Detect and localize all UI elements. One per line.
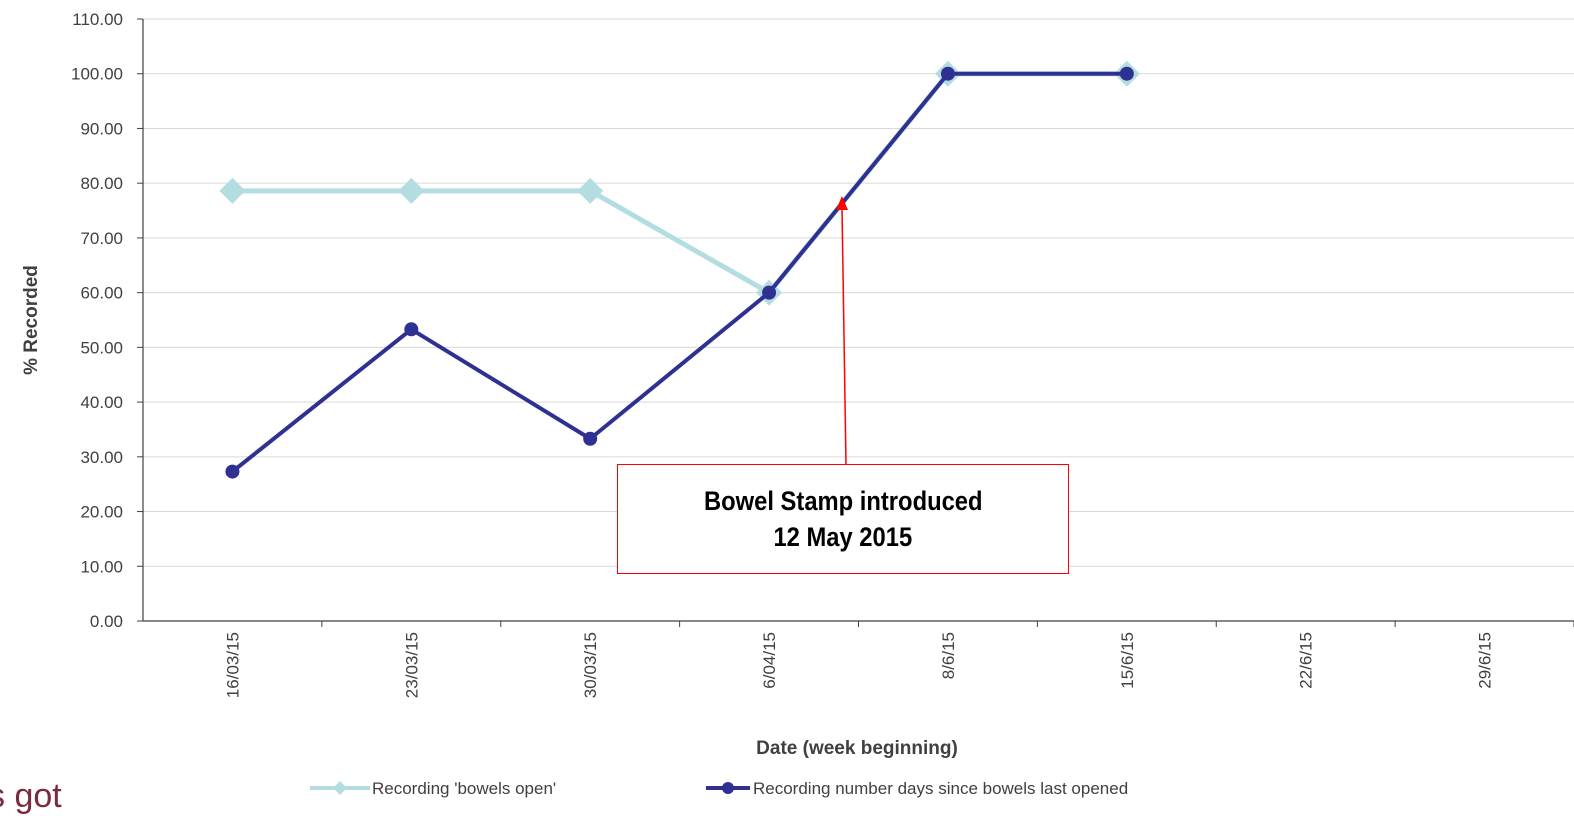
series-line-2 <box>231 71 1127 474</box>
x-tick-label: 23/03/15 <box>402 632 421 698</box>
annotation-arrow-line <box>841 207 847 465</box>
data-point-diamond <box>577 177 604 204</box>
y-tick-label: 40.00 <box>80 393 123 412</box>
y-tick-label: 90.00 <box>80 119 123 138</box>
y-tick-label: 50.00 <box>80 338 123 357</box>
annotation-box: Bowel Stamp introduced 12 May 2015 <box>617 464 1069 574</box>
annotation-line-2: 12 May 2015 <box>773 522 913 552</box>
legend: Recording 'bowels open' Recording number … <box>310 779 1128 798</box>
data-point-circle <box>404 322 419 337</box>
y-tick-label: 100.00 <box>71 65 123 84</box>
x-tick-label: 22/6/15 <box>1297 632 1316 689</box>
data-point-circle <box>583 431 598 446</box>
y-tick-label: 70.00 <box>80 229 123 248</box>
y-tick-labels: 0.00 10.00 20.00 30.00 40.00 50.00 60.00 70.00 8… <box>71 10 123 631</box>
gridlines <box>137 18 1574 622</box>
corner-slide-text: s got <box>0 777 62 815</box>
data-point-circle <box>762 285 777 300</box>
x-tick-label: 29/6/15 <box>1476 632 1495 689</box>
y-tick-label: 0.00 <box>90 612 123 631</box>
x-tick-label: 8/6/15 <box>939 632 958 679</box>
y-tick-label: 10.00 <box>80 557 123 576</box>
legend-swatch-diamond <box>333 781 347 795</box>
annotation-arrow <box>836 196 848 465</box>
y-axis-title: % Recorded <box>21 265 42 375</box>
data-point-circle <box>940 66 955 81</box>
annotation-arrow-head <box>836 196 848 210</box>
x-tick-label: 6/04/15 <box>760 632 779 689</box>
x-tick-label: 30/03/15 <box>581 632 600 698</box>
y-tick-label: 20.00 <box>80 503 123 522</box>
data-point-circle <box>1119 66 1134 81</box>
legend-label-1: Recording 'bowels open' <box>372 779 556 798</box>
legend-swatch-circle <box>722 782 734 794</box>
data-point-circle <box>225 464 240 479</box>
data-series <box>219 60 1140 479</box>
y-tick-label: 30.00 <box>80 448 123 467</box>
x-tick-label: 15/6/15 <box>1118 632 1137 689</box>
legend-label-2: Recording number days since bowels last … <box>753 779 1128 798</box>
x-axis-title: Date (week beginning) <box>756 738 958 759</box>
annotation-line-1: Bowel Stamp introduced <box>703 486 983 516</box>
y-tick-label: 60.00 <box>80 284 123 303</box>
y-tick-label: 80.00 <box>80 174 123 193</box>
data-point-diamond <box>219 177 246 204</box>
data-point-diamond <box>398 177 425 204</box>
x-tick-labels: 16/03/15 23/03/15 30/03/15 6/04/15 8/6/15 15/… <box>223 621 1574 698</box>
x-tick-label: 16/03/15 <box>223 632 242 698</box>
y-tick-label: 110.00 <box>72 10 123 29</box>
